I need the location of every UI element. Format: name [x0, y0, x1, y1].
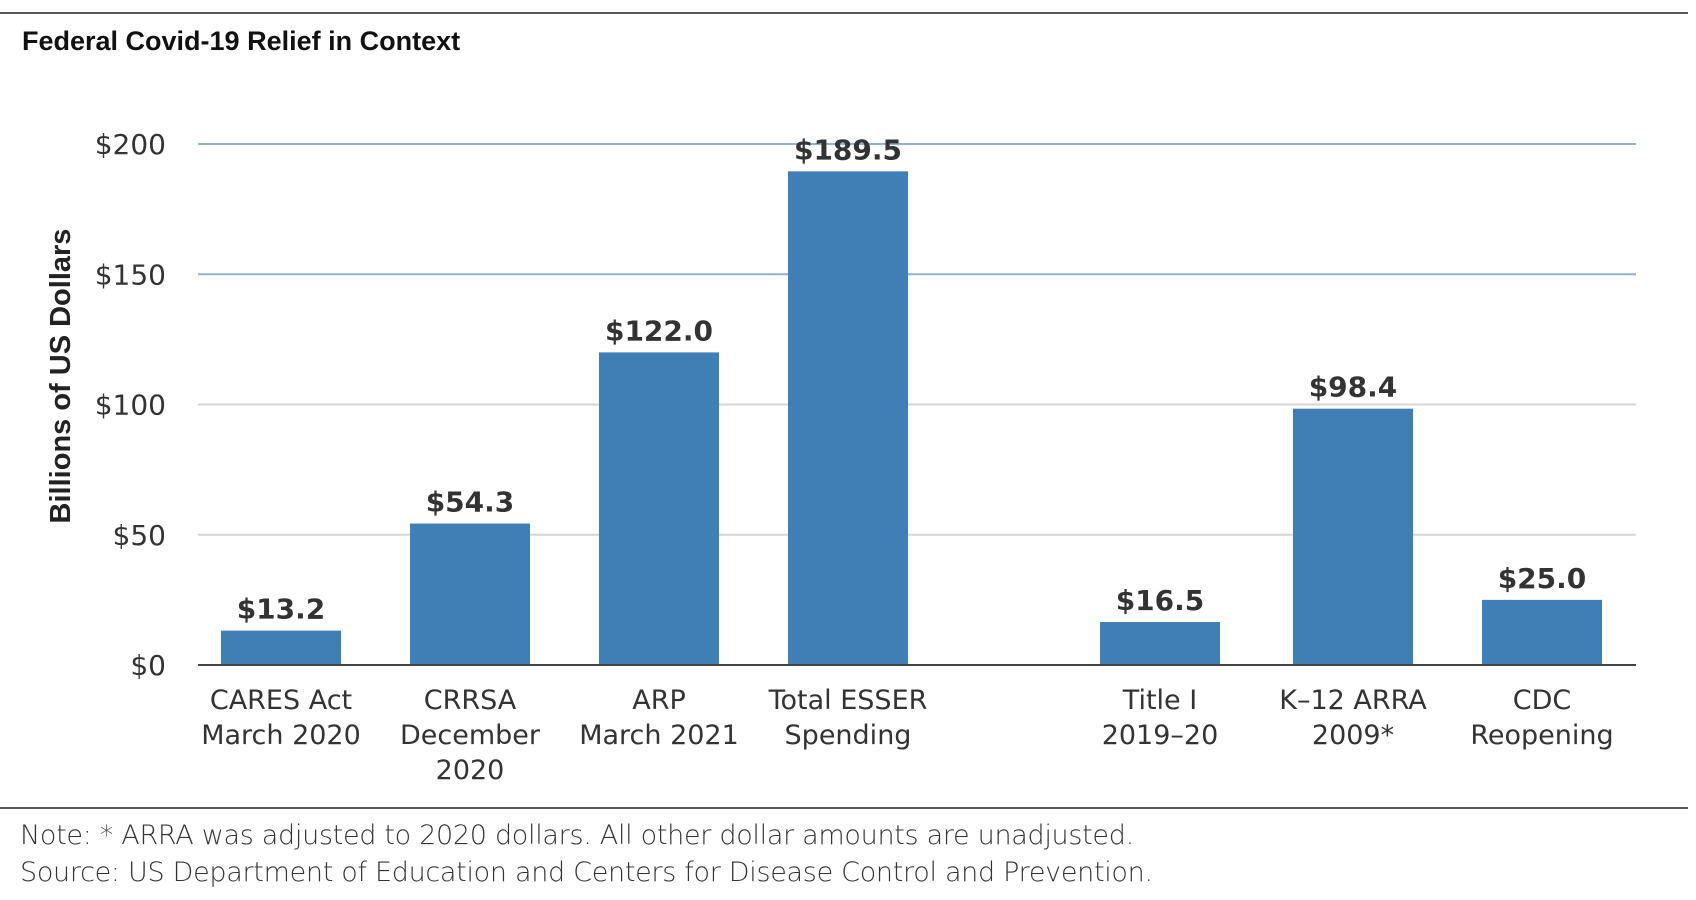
- y-axis-label: Billions of US Dollars: [45, 229, 77, 524]
- bar: [788, 171, 908, 666]
- x-tick-label: CDC Reopening: [1470, 685, 1613, 751]
- bar: [1482, 599, 1602, 665]
- bar: [221, 630, 341, 665]
- gridlines: [198, 143, 1636, 536]
- y-tick-label: $100: [95, 389, 166, 422]
- bar: [1100, 622, 1220, 665]
- data-label: $189.5: [794, 133, 902, 166]
- bottom-rule: [0, 807, 1688, 809]
- data-label: $98.4: [1309, 371, 1398, 404]
- bar: [1293, 408, 1413, 665]
- footnote: Note: * ARRA was adjusted to 2020 dollar…: [20, 820, 1134, 851]
- chart-title: Federal Covid-19 Relief in Context: [22, 26, 461, 56]
- x-tick-label: Title I 2019–20: [1102, 685, 1219, 751]
- bars: [221, 171, 1602, 666]
- y-tick-label: $200: [95, 128, 166, 161]
- y-tick-label: $0: [130, 649, 166, 682]
- x-tick-label: CARES Act March 2020: [201, 685, 361, 751]
- bar: [410, 523, 530, 665]
- x-tick-label: CRRSA December 2020: [400, 685, 541, 786]
- data-label: $25.0: [1498, 562, 1587, 595]
- x-axis-ticks: CARES Act March 2020 CRRSA December 2020 ARP M…: [201, 685, 1613, 786]
- bar: [599, 352, 719, 665]
- data-labels: $13.2 $54.3 $122.0 $189.5 $16.5 $98.4 $25.0: [237, 133, 1587, 625]
- data-label: $122.0: [605, 314, 713, 347]
- bar-chart: $0 $50 $100 $150 $200 Billions of US Dollars…: [45, 128, 1636, 786]
- source-note: Source: US Department of Education and C…: [20, 857, 1153, 888]
- data-label: $16.5: [1116, 584, 1205, 617]
- data-label: $54.3: [426, 486, 515, 519]
- x-tick-label: K–12 ARRA 2009*: [1279, 685, 1427, 751]
- y-axis-ticks: $0 $50 $100 $150 $200: [95, 128, 166, 682]
- data-label: $13.2: [237, 593, 326, 626]
- top-rule: [0, 12, 1688, 14]
- y-tick-label: $50: [113, 519, 166, 552]
- x-tick-label: ARP March 2021: [579, 685, 739, 751]
- y-tick-label: $150: [95, 258, 166, 291]
- x-tick-label: Total ESSER Spending: [768, 685, 928, 751]
